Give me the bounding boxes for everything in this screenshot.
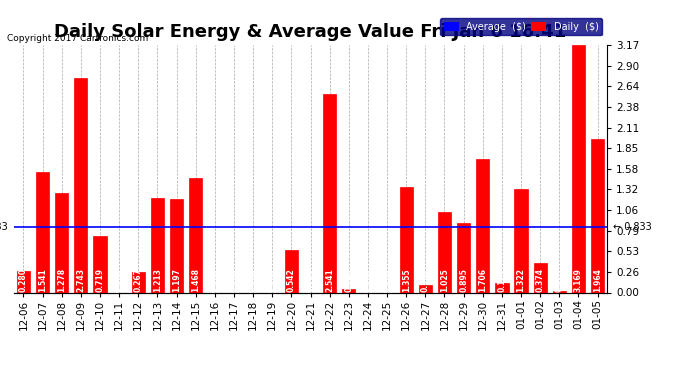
Text: 0.000: 0.000	[115, 268, 124, 292]
Text: 1.355: 1.355	[402, 268, 411, 292]
Text: 0.000: 0.000	[306, 268, 315, 292]
Bar	[342, 289, 355, 292]
Bar	[437, 213, 451, 292]
Text: 1.213: 1.213	[153, 268, 162, 292]
Bar	[36, 172, 49, 292]
Bar	[93, 236, 107, 292]
Text: 1.278: 1.278	[57, 268, 66, 292]
Text: 0.895: 0.895	[459, 268, 468, 292]
Text: 1.964: 1.964	[593, 268, 602, 292]
Text: 1.322: 1.322	[517, 268, 526, 292]
Text: 0.000: 0.000	[210, 268, 219, 292]
Text: 0.374: 0.374	[535, 268, 544, 292]
Text: 0.280: 0.280	[19, 268, 28, 292]
Text: 1.541: 1.541	[38, 268, 47, 292]
Text: ← 0.833: ← 0.833	[613, 222, 652, 232]
Text: 1.706: 1.706	[478, 268, 487, 292]
Text: 1.468: 1.468	[191, 268, 200, 292]
Text: 0.000: 0.000	[248, 268, 257, 292]
Bar	[400, 187, 413, 292]
Bar	[495, 283, 509, 292]
Bar	[74, 78, 88, 292]
Bar	[150, 198, 164, 292]
Bar	[323, 94, 336, 292]
Text: ← 0.833: ← 0.833	[0, 222, 8, 232]
Bar	[572, 45, 585, 292]
Bar	[189, 178, 202, 292]
Text: 3.169: 3.169	[574, 268, 583, 292]
Text: 1.025: 1.025	[440, 268, 449, 292]
Bar	[514, 189, 528, 292]
Bar	[17, 271, 30, 292]
Text: 0.719: 0.719	[95, 268, 104, 292]
Text: 0.048: 0.048	[344, 268, 353, 292]
Text: 2.743: 2.743	[77, 268, 86, 292]
Bar	[476, 159, 489, 292]
Bar	[533, 263, 547, 292]
Text: 0.267: 0.267	[134, 268, 143, 292]
Text: 2.541: 2.541	[325, 268, 334, 292]
Text: 0.000: 0.000	[382, 268, 391, 292]
Text: 0.000: 0.000	[364, 268, 373, 292]
Bar	[285, 250, 298, 292]
Text: 0.023: 0.023	[555, 268, 564, 292]
Text: 0.000: 0.000	[268, 268, 277, 292]
Bar	[553, 291, 566, 292]
Bar	[591, 139, 604, 292]
Text: 0.102: 0.102	[421, 268, 430, 292]
Text: 1.197: 1.197	[172, 268, 181, 292]
Text: 0.542: 0.542	[287, 268, 296, 292]
Bar	[170, 199, 184, 292]
Bar	[419, 285, 432, 292]
Bar	[55, 193, 68, 292]
Bar	[457, 223, 471, 292]
Legend: Average  ($), Daily  ($): Average ($), Daily ($)	[440, 18, 602, 36]
Text: 0.127: 0.127	[497, 268, 506, 292]
Bar	[132, 272, 145, 292]
Text: 0.000: 0.000	[230, 268, 239, 292]
Text: Copyright 2017 Cartronics.com: Copyright 2017 Cartronics.com	[7, 34, 148, 43]
Title: Daily Solar Energy & Average Value Fri Jan 6 16:41: Daily Solar Energy & Average Value Fri J…	[55, 22, 566, 40]
